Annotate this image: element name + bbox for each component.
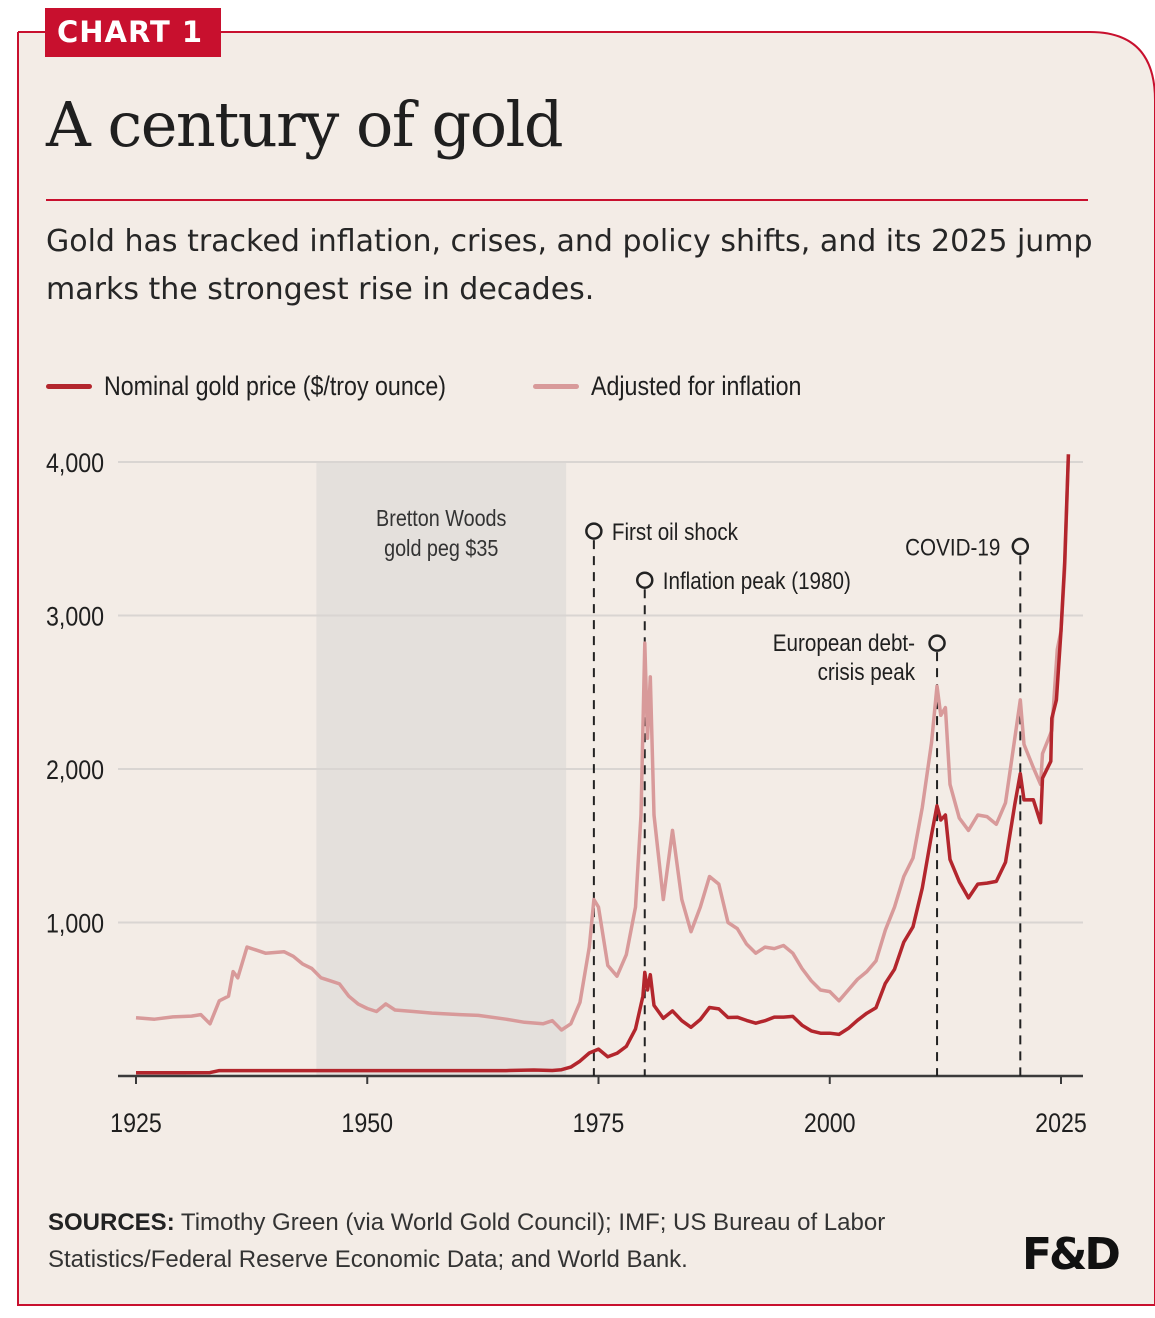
sources-label: SOURCES: bbox=[48, 1209, 175, 1236]
x-tick-label: 2000 bbox=[804, 1108, 856, 1138]
series-line-adjusted bbox=[135, 454, 1071, 1032]
card-border bbox=[17, 31, 1155, 1306]
annotation-marker bbox=[636, 571, 654, 589]
annotation-label: crisis peak bbox=[818, 659, 916, 686]
annotation-label: Inflation peak (1980) bbox=[663, 568, 851, 595]
card-background bbox=[18, 32, 1155, 1305]
legend-label-nominal: Nominal gold price ($/troy ounce) bbox=[104, 370, 447, 401]
x-tick-label: 1925 bbox=[110, 1108, 162, 1138]
x-tick-label: 2025 bbox=[1035, 1108, 1087, 1138]
title-divider bbox=[46, 199, 1088, 201]
fd-logo: F&D bbox=[1022, 1229, 1121, 1280]
annotation-label: First oil shock bbox=[612, 519, 739, 546]
annotation-label: COVID-19 bbox=[905, 534, 1000, 561]
annotation-marker bbox=[928, 634, 946, 652]
shaded-region-label: Bretton Woods bbox=[376, 506, 506, 532]
chart-title: A century of gold bbox=[46, 88, 564, 161]
x-tick-label: 1950 bbox=[341, 1108, 393, 1138]
chart-number-badge: CHART 1 bbox=[45, 8, 222, 57]
sources-text: Timothy Green (via World Gold Council); … bbox=[48, 1209, 886, 1273]
series-line-nominal bbox=[136, 454, 1071, 1075]
legend-label-adjusted: Adjusted for inflation bbox=[591, 370, 802, 401]
sources-note: SOURCES: Timothy Green (via World Gold C… bbox=[48, 1204, 948, 1278]
legend-item-nominal: Nominal gold price ($/troy ounce) bbox=[46, 366, 502, 406]
annotation-marker bbox=[1011, 537, 1030, 556]
legend-item-adjusted: Adjusted for inflation bbox=[533, 366, 836, 406]
y-tick-label: 4,000 bbox=[46, 448, 104, 478]
legend-swatch-adjusted bbox=[533, 383, 579, 389]
y-tick-label: 1,000 bbox=[46, 909, 104, 939]
annotation-label: European debt- bbox=[773, 630, 915, 657]
y-tick-label: 2,000 bbox=[46, 755, 104, 785]
y-tick-label: 3,000 bbox=[46, 602, 104, 632]
legend-swatch-nominal bbox=[46, 383, 92, 389]
shaded-region-label: gold peg $35 bbox=[384, 536, 498, 562]
annotation-marker bbox=[585, 522, 603, 540]
chart-subtitle: Gold has tracked inflation, crises, and … bbox=[46, 224, 1093, 307]
x-tick-label: 1975 bbox=[573, 1108, 625, 1138]
